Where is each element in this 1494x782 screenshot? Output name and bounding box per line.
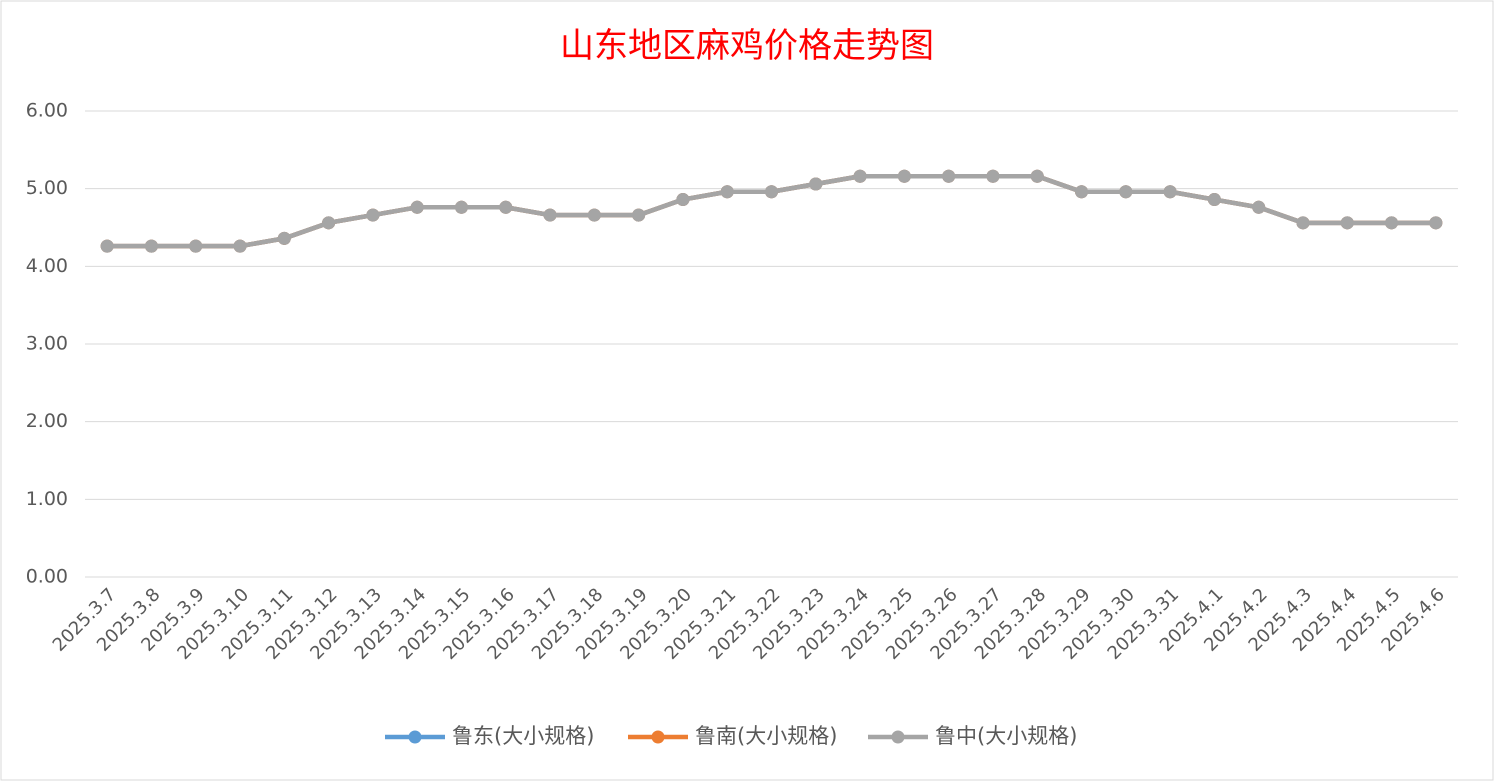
marker: [1030, 169, 1044, 183]
chart-title: 山东地区麻鸡价格走势图: [560, 26, 934, 66]
marker: [809, 177, 823, 191]
y-tick-label: 4.00: [26, 255, 68, 277]
marker: [144, 239, 158, 253]
marker: [1075, 185, 1089, 199]
marker: [543, 208, 557, 222]
marker: [410, 200, 424, 214]
legend-marker: [891, 730, 905, 744]
marker: [765, 185, 778, 199]
y-tick-label: 2.00: [26, 410, 68, 432]
legend-marker: [651, 730, 665, 744]
marker: [720, 185, 734, 199]
marker: [1119, 185, 1133, 199]
marker: [897, 169, 911, 183]
marker: [366, 208, 380, 222]
marker: [1252, 200, 1266, 214]
marker: [1207, 193, 1221, 207]
y-tick-label: 6.00: [26, 100, 68, 122]
marker: [986, 169, 1000, 183]
legend-label: 鲁南(大小规格): [695, 724, 837, 748]
y-tick-label: 0.00: [26, 566, 68, 588]
marker: [233, 239, 247, 253]
legend-label: 鲁中(大小规格): [935, 724, 1077, 748]
marker: [189, 239, 203, 253]
marker: [1340, 216, 1354, 230]
marker: [942, 169, 956, 183]
marker: [277, 231, 291, 245]
y-tick-label: 1.00: [26, 488, 68, 510]
marker: [676, 193, 690, 207]
marker: [322, 216, 336, 230]
y-tick-label: 3.00: [26, 333, 68, 355]
marker: [1429, 216, 1443, 230]
marker: [499, 200, 513, 214]
marker: [454, 200, 468, 214]
marker: [853, 169, 867, 183]
marker: [1296, 216, 1310, 230]
marker: [1385, 216, 1399, 230]
legend-marker: [408, 730, 422, 744]
legend-label: 鲁东(大小规格): [452, 724, 594, 748]
marker: [100, 239, 114, 253]
marker: [587, 208, 601, 222]
marker: [632, 208, 646, 222]
marker: [1163, 185, 1177, 199]
y-tick-label: 5.00: [26, 177, 68, 199]
